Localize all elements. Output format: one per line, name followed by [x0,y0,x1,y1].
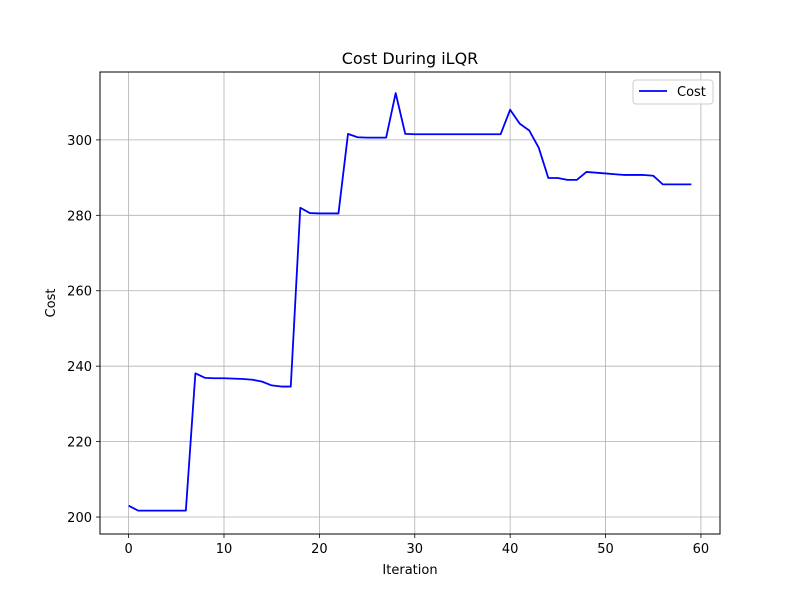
y-tick-label: 220 [67,436,92,451]
x-tick-label: 10 [216,542,233,557]
y-tick-label: 240 [67,360,92,375]
series-layer [128,92,692,512]
x-tick-label: 40 [502,542,519,557]
legend-box [632,79,714,105]
legend-label-cost: Cost [677,85,706,100]
x-tick-label: 20 [311,542,328,557]
x-axis-label: Iteration [382,563,437,578]
grid-lines [100,72,720,534]
y-axis-label: Cost [44,289,59,318]
x-tick-label: 50 [597,542,614,557]
y-tick-label: 260 [67,285,92,300]
series-line-cost [128,92,692,512]
y-tick-label: 300 [67,134,92,149]
y-tick-label: 280 [67,209,92,224]
legend: Cost [632,79,714,105]
plot-frame [99,71,721,535]
y-tick-label: 200 [67,511,92,526]
x-tick-label: 30 [406,542,423,557]
chart-title: Cost During iLQR [342,49,479,68]
x-tick-label: 0 [124,542,132,557]
axis-ticks: 0 10 20 30 40 50 60 200 220 240 260 280 300 [67,134,709,557]
x-tick-label: 60 [693,542,710,557]
